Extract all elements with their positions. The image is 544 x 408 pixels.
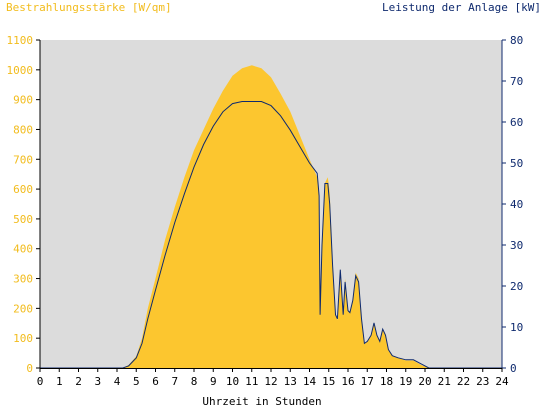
x-tick-label: 16 bbox=[341, 375, 354, 388]
power-line bbox=[40, 101, 502, 369]
x-tick-label: 5 bbox=[133, 375, 140, 388]
x-tick-label: 19 bbox=[399, 375, 412, 388]
x-tick-label: 2 bbox=[75, 375, 82, 388]
x-tick-label: 1 bbox=[56, 375, 63, 388]
x-axis-ticks: 0 1 2 3 4 5 6 7 8 9 10 11 12 13 14 15 16 17 18 19 20 21 22 23 24 bbox=[37, 368, 509, 388]
x-tick-label: 17 bbox=[361, 375, 374, 388]
x-tick-label: 18 bbox=[380, 375, 393, 388]
left-tick-label: 300 bbox=[13, 273, 33, 286]
x-tick-label: 20 bbox=[418, 375, 431, 388]
right-tick-label: 80 bbox=[510, 34, 523, 47]
right-tick-label: 60 bbox=[510, 116, 523, 129]
right-tick-label: 50 bbox=[510, 157, 523, 170]
left-tick-label: 900 bbox=[13, 94, 33, 107]
x-tick-label: 13 bbox=[284, 375, 297, 388]
irradiance-area bbox=[122, 65, 429, 369]
left-axis-ticks: 0 100 200 300 400 500 600 700 800 900 1000 1100 bbox=[7, 34, 40, 375]
left-tick-label: 1000 bbox=[7, 64, 34, 77]
x-tick-label: 6 bbox=[152, 375, 159, 388]
left-tick-label: 400 bbox=[13, 243, 33, 256]
x-tick-label: 11 bbox=[245, 375, 258, 388]
x-tick-label: 22 bbox=[457, 375, 470, 388]
x-tick-label: 14 bbox=[303, 375, 317, 388]
x-tick-label: 4 bbox=[114, 375, 121, 388]
x-tick-label: 15 bbox=[322, 375, 335, 388]
left-tick-label: 700 bbox=[13, 153, 33, 166]
right-axis-ticks: 0 10 20 30 40 50 60 70 80 bbox=[502, 34, 523, 375]
x-tick-label: 23 bbox=[476, 375, 489, 388]
x-tick-label: 24 bbox=[495, 375, 509, 388]
x-tick-label: 10 bbox=[226, 375, 239, 388]
left-tick-label: 1100 bbox=[7, 34, 34, 47]
right-tick-label: 0 bbox=[510, 362, 517, 375]
left-tick-label: 200 bbox=[13, 302, 33, 315]
x-tick-label: 0 bbox=[37, 375, 44, 388]
x-tick-label: 21 bbox=[438, 375, 451, 388]
left-axis-title: Bestrahlungsstärke [W/qm] bbox=[6, 1, 172, 14]
right-axis-title: Leistung der Anlage [kW] bbox=[382, 1, 541, 14]
x-tick-label: 7 bbox=[171, 375, 178, 388]
x-tick-label: 8 bbox=[191, 375, 198, 388]
left-tick-label: 100 bbox=[13, 332, 33, 345]
x-tick-label: 3 bbox=[94, 375, 101, 388]
right-tick-label: 20 bbox=[510, 280, 523, 293]
left-tick-label: 800 bbox=[13, 123, 33, 136]
right-tick-label: 40 bbox=[510, 198, 523, 211]
left-tick-label: 500 bbox=[13, 213, 33, 226]
right-tick-label: 30 bbox=[510, 239, 523, 252]
x-tick-label: 9 bbox=[210, 375, 217, 388]
left-tick-label: 0 bbox=[26, 362, 33, 375]
x-tick-label: 12 bbox=[264, 375, 277, 388]
x-axis-label: Uhrzeit in Stunden bbox=[202, 395, 321, 408]
right-tick-label: 70 bbox=[510, 75, 523, 88]
left-tick-label: 600 bbox=[13, 183, 33, 196]
right-tick-label: 10 bbox=[510, 321, 523, 334]
